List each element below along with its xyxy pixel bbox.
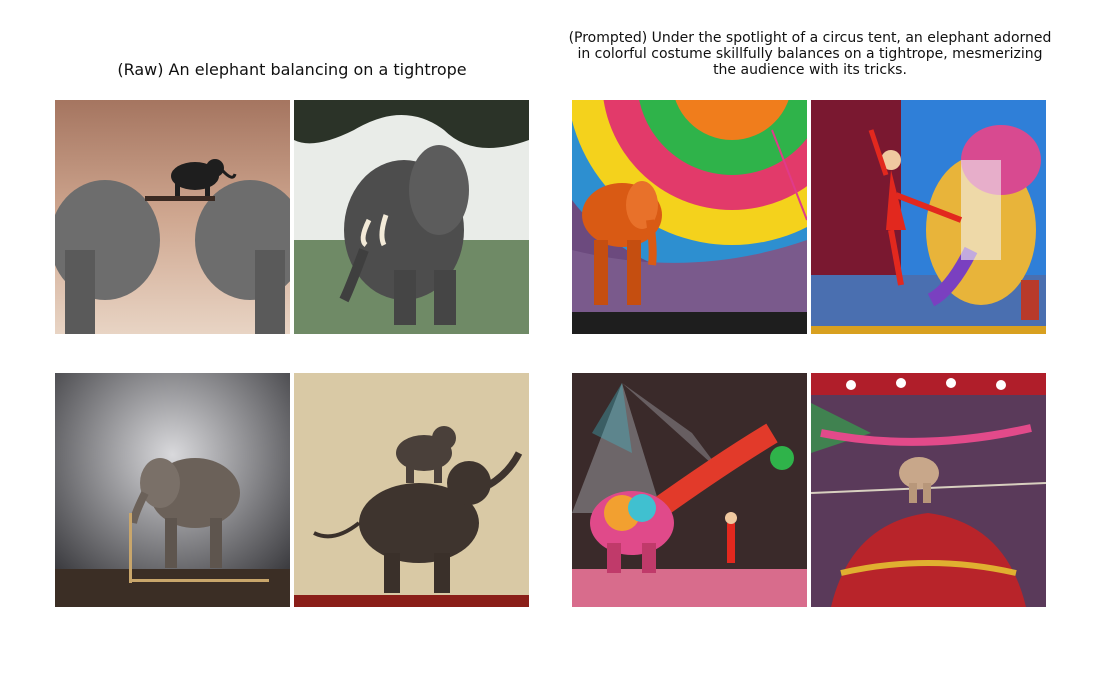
prompted-panel-title: (Prompted) Under the spotlight of a circ… <box>568 30 1052 78</box>
raw-image-2-graphic <box>294 100 529 334</box>
raw-image-4-graphic <box>294 373 529 607</box>
raw-image-3 <box>55 373 290 607</box>
raw-panel-title: (Raw) An elephant balancing on a tightro… <box>117 60 467 79</box>
raw-image-2 <box>294 100 529 334</box>
prompted-image-1 <box>572 100 807 334</box>
raw-image-1-graphic <box>55 100 290 334</box>
raw-image-3-graphic <box>55 373 290 607</box>
prompted-image-1-graphic <box>572 100 807 334</box>
prompted-image-2-graphic <box>811 100 1046 334</box>
prompted-image-3-graphic <box>572 373 807 607</box>
prompted-image-4-graphic <box>811 373 1046 607</box>
prompted-image-2 <box>811 100 1046 334</box>
raw-image-1 <box>55 100 290 334</box>
prompted-image-3 <box>572 373 807 607</box>
prompted-image-4 <box>811 373 1046 607</box>
raw-image-4 <box>294 373 529 607</box>
